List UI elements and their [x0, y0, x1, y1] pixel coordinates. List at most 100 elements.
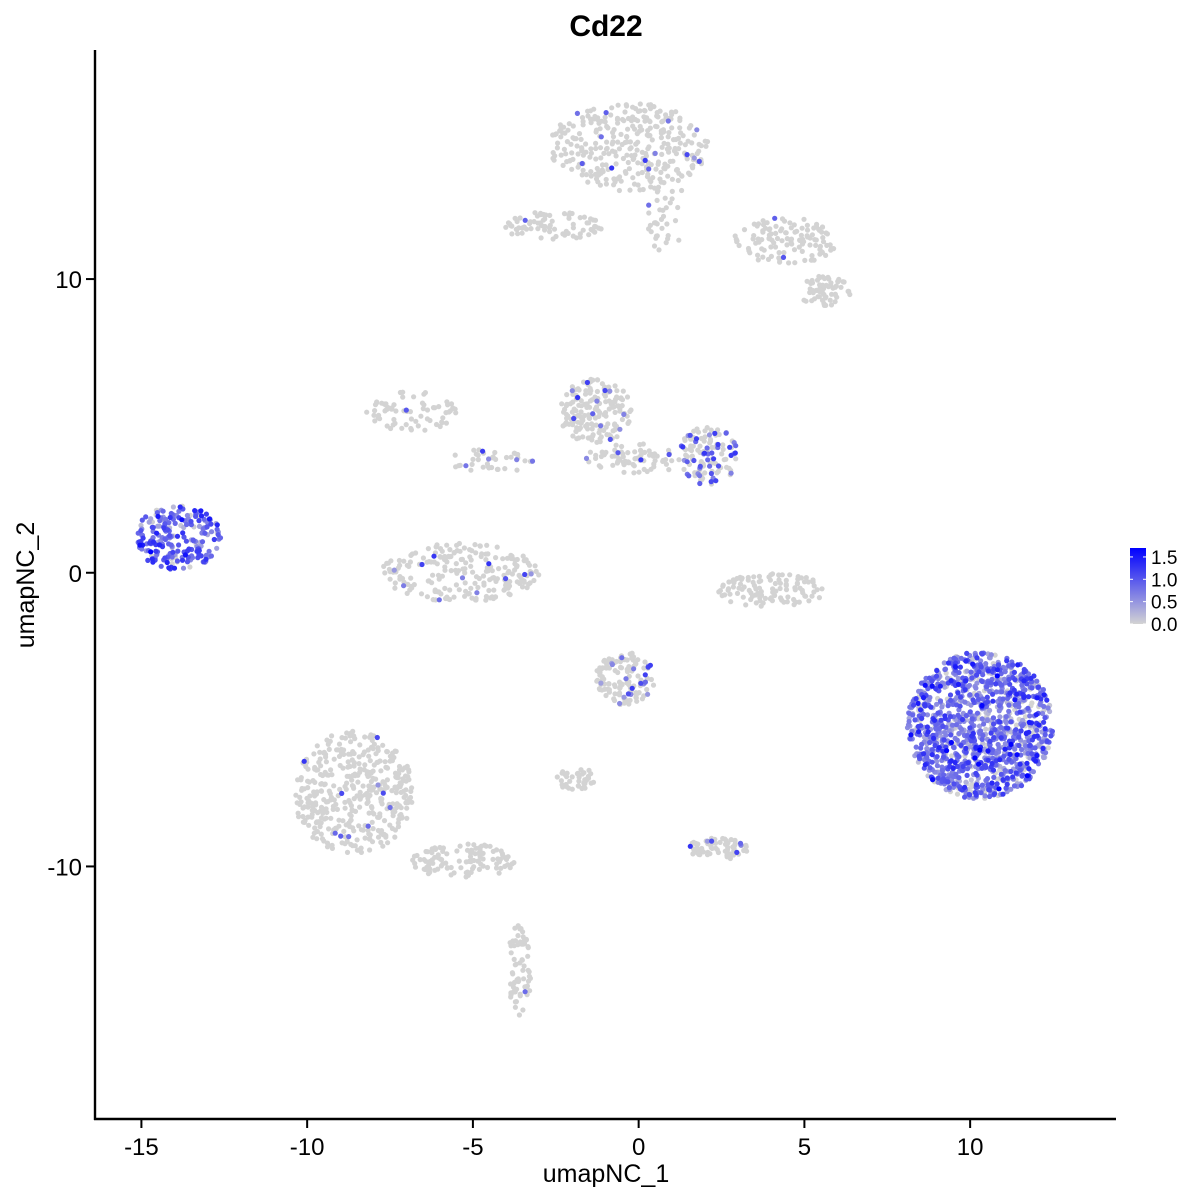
cell-point: [984, 694, 990, 700]
cell-point: [597, 410, 603, 416]
cell-point: [592, 223, 598, 229]
cell-point: [493, 456, 499, 462]
cell-point: [581, 784, 587, 790]
cell-point: [1019, 746, 1025, 753]
cell-point: [599, 118, 605, 124]
cell-point: [420, 555, 426, 561]
cell-point: [162, 536, 168, 542]
cell-point: [610, 462, 616, 468]
cell-point: [979, 782, 986, 788]
cell-point: [370, 746, 376, 752]
cell-point: [162, 521, 168, 527]
cell-point: [995, 741, 1001, 748]
cell-point: [468, 467, 474, 473]
cell-point: [215, 532, 221, 538]
cell-point: [349, 783, 355, 789]
cell-point: [463, 870, 469, 876]
cell-point: [777, 580, 784, 586]
cell-point: [646, 118, 652, 124]
cell-point: [1006, 676, 1012, 683]
cell-point: [1002, 669, 1008, 675]
cell-point: [1026, 766, 1032, 772]
cell-point: [356, 761, 362, 767]
cell-point: [550, 150, 556, 156]
cell-point: [630, 461, 636, 468]
cell-point: [676, 457, 682, 463]
cell-point: [326, 826, 332, 832]
cell-point: [922, 702, 928, 708]
cell-point: [559, 401, 565, 407]
cell-point: [486, 561, 492, 567]
cell-point: [588, 169, 594, 175]
cell-point: [523, 557, 529, 563]
cell-point: [811, 583, 817, 589]
cell-point: [587, 398, 594, 404]
cell-point: [1044, 738, 1050, 745]
cell-point: [773, 588, 779, 594]
cell-point: [525, 978, 532, 984]
cell-point: [623, 170, 629, 176]
cell-point: [730, 584, 737, 590]
cell-point: [1013, 770, 1019, 776]
cell-point: [531, 577, 537, 584]
cell-point: [370, 826, 376, 832]
cell-point: [550, 132, 556, 138]
cell-point: [525, 967, 531, 973]
cell-point: [1003, 714, 1009, 720]
cell-point: [704, 445, 710, 451]
cell-point: [970, 730, 976, 737]
cell-point: [823, 230, 829, 236]
cell-point: [424, 407, 431, 413]
cell-point: [360, 783, 366, 789]
cell-point: [960, 768, 966, 774]
cell-point: [582, 401, 588, 407]
cell-point: [617, 700, 623, 707]
cell-point: [462, 570, 468, 576]
cell-point: [521, 963, 527, 969]
cell-point: [463, 463, 469, 469]
cell-point: [180, 530, 186, 536]
cell-point: [514, 218, 520, 225]
cell-point: [603, 424, 609, 430]
cell-point: [973, 685, 979, 691]
cell-point: [1008, 741, 1014, 748]
cell-point: [949, 722, 956, 728]
cell-point: [653, 166, 659, 172]
cell-point: [443, 595, 449, 602]
cell-point: [576, 778, 582, 784]
cell-point: [776, 255, 782, 261]
cell-point: [1002, 746, 1008, 752]
cell-point: [1017, 767, 1023, 773]
cell-point: [637, 123, 643, 130]
cell-point: [649, 137, 655, 143]
cell-point: [959, 716, 966, 723]
cell-point: [522, 571, 528, 578]
cell-point: [1034, 678, 1040, 684]
cell-point: [421, 866, 427, 872]
cell-point: [580, 434, 586, 440]
cell-point: [955, 712, 961, 718]
cell-point: [714, 847, 720, 853]
cell-point: [743, 842, 749, 849]
cell-point: [451, 594, 457, 600]
cell-point: [1029, 700, 1035, 706]
cell-point: [704, 838, 711, 844]
cell-point: [917, 707, 924, 713]
cell-point: [453, 561, 459, 567]
cell-point: [351, 763, 357, 769]
cell-point: [646, 202, 652, 208]
cell-point: [1041, 754, 1047, 761]
cell-point: [972, 755, 978, 761]
cell-point: [583, 149, 589, 155]
cell-point: [659, 151, 665, 157]
cell-point: [689, 453, 695, 459]
cell-point: [340, 765, 346, 771]
cell-point: [946, 785, 952, 791]
cell-point: [419, 561, 425, 568]
cell-point: [444, 851, 450, 857]
cell-point: [444, 865, 450, 871]
cell-point: [603, 399, 609, 405]
cell-point: [912, 717, 918, 723]
cell-point: [384, 748, 390, 755]
cell-point: [507, 221, 513, 227]
